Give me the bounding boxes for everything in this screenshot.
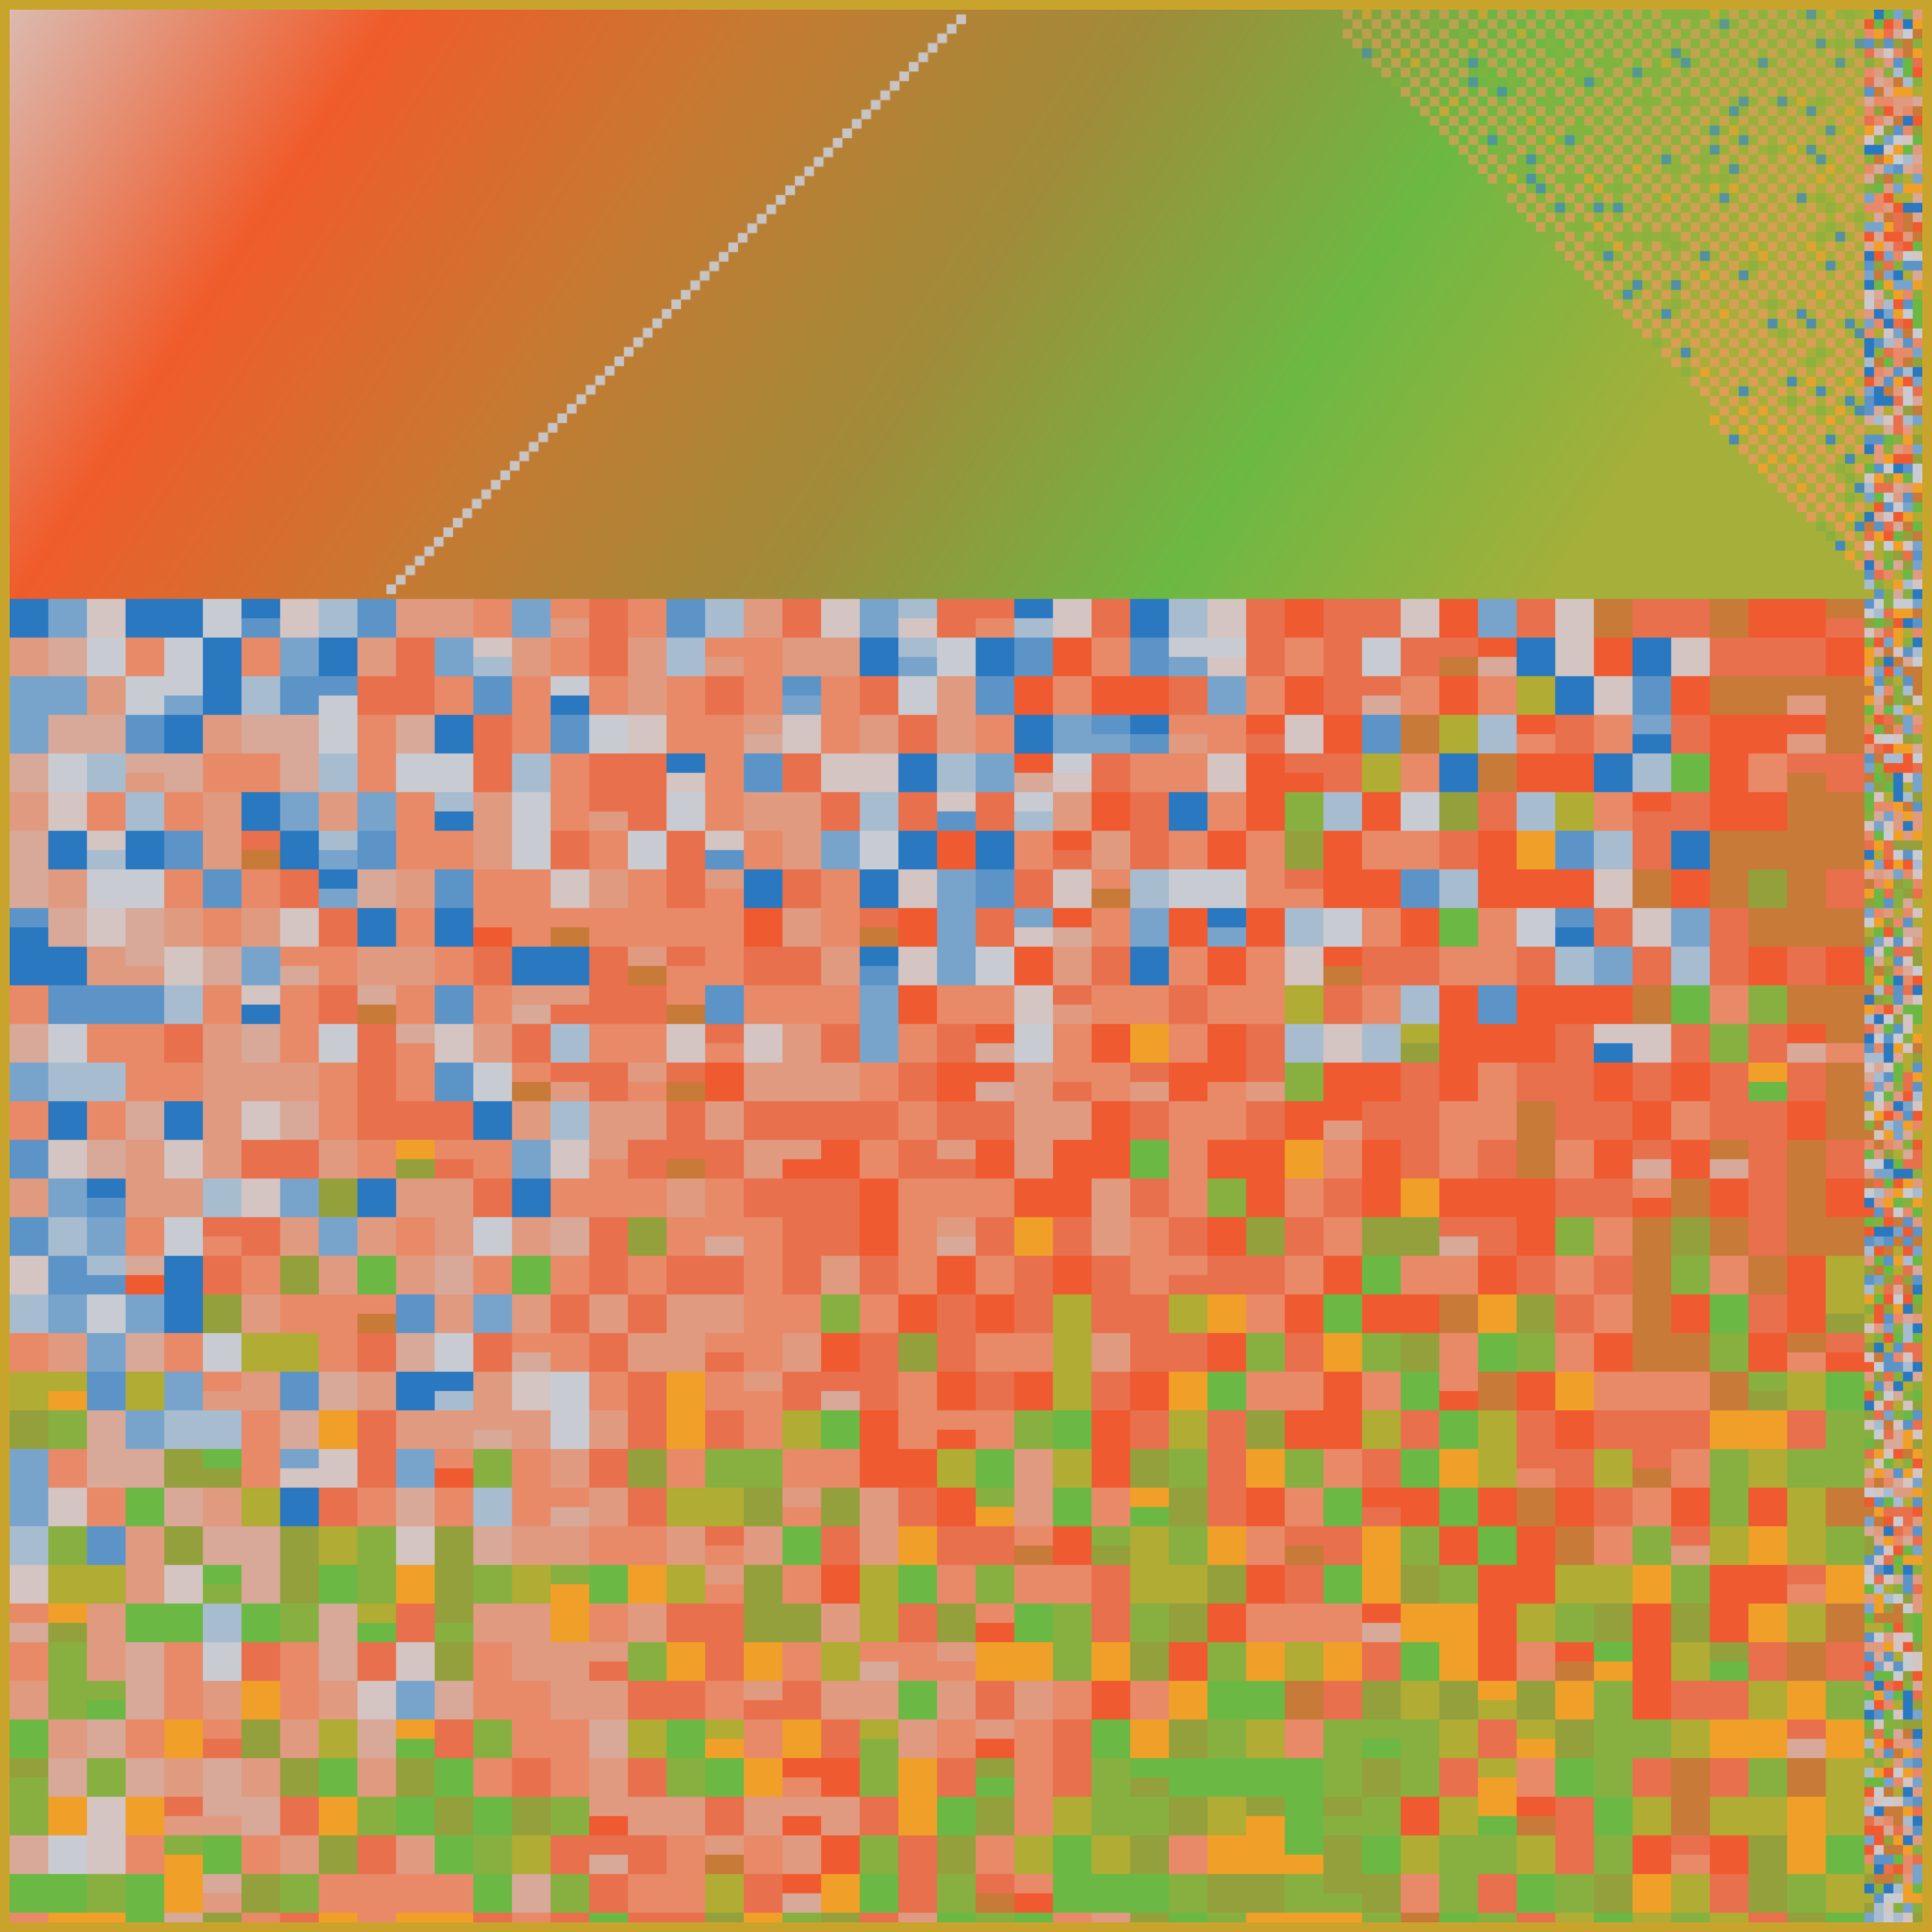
generative-pixel-artwork [10, 10, 1922, 1922]
